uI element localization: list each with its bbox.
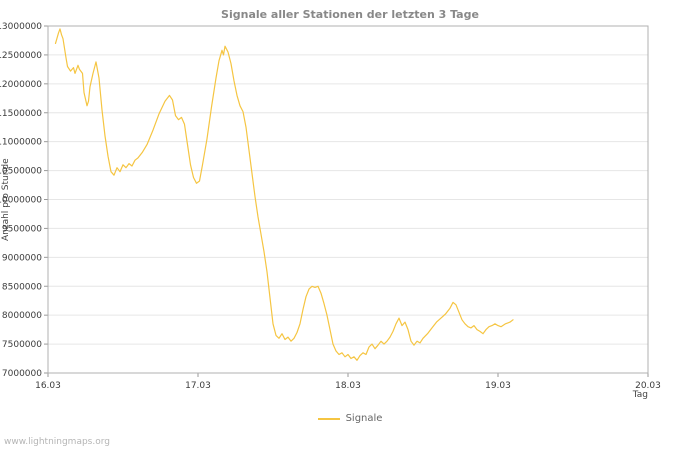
- y-tick-label: 12000000: [0, 80, 42, 90]
- legend-label: Signale: [345, 413, 383, 424]
- x-tick-label: 20.03: [635, 381, 661, 391]
- y-tick-label: 9500000: [2, 224, 42, 234]
- y-tick-label: 9000000: [2, 253, 42, 263]
- plot-border: [47, 25, 649, 374]
- y-tick-label: 7000000: [2, 369, 42, 379]
- chart-title: Signale aller Stationen der letzten 3 Ta…: [221, 8, 479, 21]
- y-tick-label: 7500000: [2, 340, 42, 350]
- y-tick-label: 12500000: [0, 51, 42, 61]
- x-tick-label: 18.03: [335, 381, 361, 391]
- y-tick-label: 11500000: [0, 109, 42, 119]
- y-tick-label: 10000000: [0, 196, 42, 206]
- y-tick-label: 13000000: [0, 22, 42, 32]
- watermark: www.lightningmaps.org: [4, 437, 110, 447]
- signal-line: [54, 28, 514, 361]
- y-tick-label: 8000000: [2, 311, 42, 321]
- x-tick-label: 16.03: [35, 381, 61, 391]
- x-tick-label: 17.03: [185, 381, 211, 391]
- y-tick-label: 10500000: [0, 167, 42, 177]
- x-tick-label: 19.03: [485, 381, 511, 391]
- y-tick-label: 11000000: [0, 138, 42, 148]
- y-tick-label: 8500000: [2, 282, 42, 292]
- legend: Signale: [0, 413, 700, 424]
- x-axis-label: Tag: [632, 390, 648, 400]
- legend-line-swatch: [317, 417, 340, 420]
